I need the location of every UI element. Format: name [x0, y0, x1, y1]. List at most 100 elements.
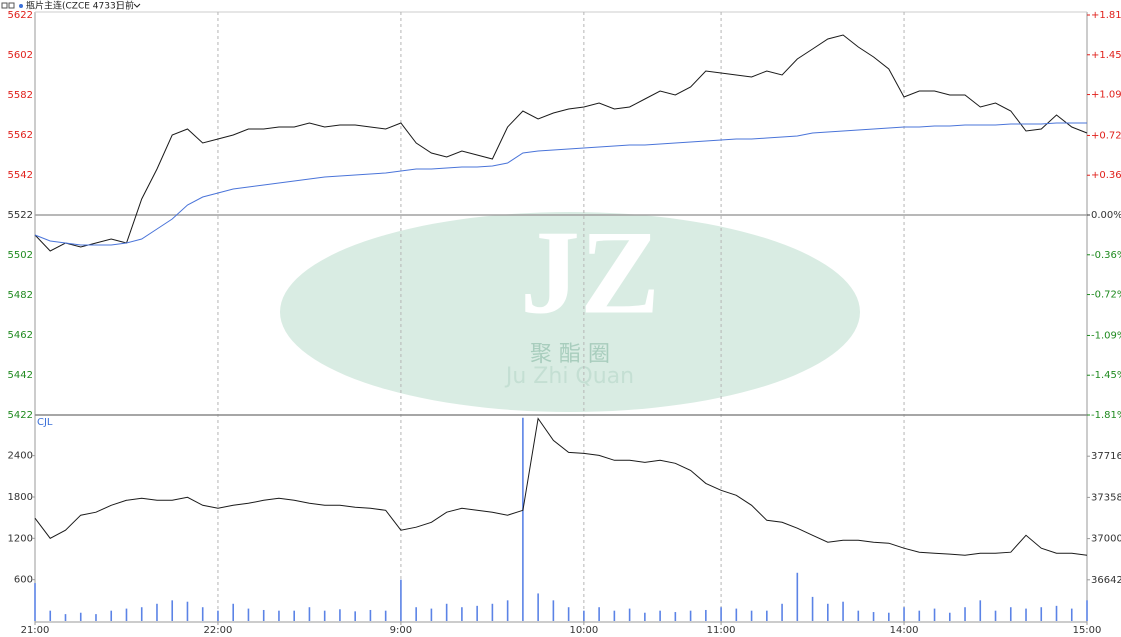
volume-bar: [811, 596, 814, 621]
y2-tick-label: 36642: [1091, 575, 1121, 586]
watermark-cn: 聚 酯 圈: [530, 342, 610, 367]
volume-bar: [156, 603, 158, 621]
volume-bar: [964, 607, 966, 621]
volume-bar: [79, 612, 82, 621]
volume-bar: [339, 609, 341, 621]
volume-bar: [140, 607, 143, 621]
y2-tick-label: -1.45%: [1091, 370, 1121, 381]
volume-bar: [34, 583, 36, 621]
y-tick-label: 5622: [8, 10, 33, 21]
volume-bar: [201, 607, 204, 621]
watermark-ellipse: [280, 212, 860, 412]
y2-tick-label: -0.72%: [1091, 290, 1121, 301]
volume-bar: [125, 608, 128, 621]
volume-bar: [415, 607, 417, 621]
volume-bar: [506, 600, 509, 621]
volume-bar: [1025, 608, 1027, 621]
dropdown-icon[interactable]: [133, 3, 141, 8]
price-line: [34, 122, 1087, 246]
volume-bar: [384, 610, 387, 621]
volume-bar: [247, 608, 250, 621]
y-tick-label: 1200: [8, 533, 33, 544]
volume-bar: [994, 610, 997, 621]
volume-bar: [857, 610, 860, 621]
volume-bar: [461, 607, 463, 621]
volume-bar: [430, 608, 433, 621]
volume-bar: [918, 610, 921, 621]
volume-bar: [232, 603, 235, 621]
volume-bar: [583, 610, 585, 621]
volume-bar: [598, 607, 600, 621]
volume-bar: [522, 417, 524, 621]
y2-tick-label: 37716: [1091, 451, 1121, 462]
y-tick-label: 5562: [8, 130, 33, 141]
x-tick-label: 21:00: [21, 625, 50, 636]
volume-bar: [537, 593, 539, 621]
volume-bar: [674, 612, 677, 621]
volume-bar: [705, 609, 707, 621]
y2-tick-label: 37358: [1091, 492, 1121, 503]
y-tick-label: 5582: [8, 90, 33, 101]
volume-bar: [628, 608, 631, 621]
watermark: JZ 聚 酯 圈 Ju Zhi Quan: [280, 206, 860, 412]
volume-bar: [644, 612, 646, 621]
x-tick-label: 9:00: [390, 625, 412, 636]
volume-bar: [689, 610, 692, 621]
y2-tick-label: +1.09%: [1091, 90, 1121, 101]
y-tick-label: 5502: [8, 250, 33, 261]
volume-bar: [948, 612, 951, 621]
volume-bar: [1009, 607, 1012, 621]
period[interactable]: 日前: [116, 0, 134, 12]
y2-tick-label: +0.36%: [1091, 170, 1121, 181]
volume-bar: [750, 610, 753, 621]
volume-bar: [171, 600, 174, 621]
y2-tick-label: -1.81%: [1091, 410, 1121, 421]
y2-tick-label: -1.09%: [1091, 330, 1121, 341]
icon: [1, 2, 8, 9]
volume-bar: [64, 614, 67, 621]
y2-tick-label: +1.45%: [1091, 50, 1121, 61]
volume-bar: [323, 610, 326, 621]
volume-bar: [293, 610, 295, 621]
volume-bar: [1086, 600, 1088, 621]
y-tick-label: 600: [14, 575, 33, 586]
volume-bar: [476, 605, 478, 621]
open-interest-line: [34, 417, 1088, 556]
volume-bar: [796, 572, 799, 621]
y-tick-label: 5542: [8, 170, 33, 181]
volume-bar: [720, 607, 722, 621]
symbol: 瓶片主连(CZCE 4733): [26, 0, 119, 12]
volume-bar: [827, 603, 829, 621]
volume-bar: [186, 601, 189, 621]
y-tick-label: 5602: [8, 50, 33, 61]
y-tick-label: 5462: [8, 330, 33, 341]
volume-bar: [400, 579, 402, 621]
y-tick-label: 1800: [8, 492, 33, 503]
volume-bar: [49, 610, 52, 621]
volume-bar: [552, 600, 555, 621]
volume-bar: [445, 603, 448, 621]
volume-bar: [354, 611, 356, 621]
volume-bar: [842, 601, 844, 621]
price-line: [34, 34, 1088, 252]
frame: [34, 11, 1088, 623]
volume-bar: [979, 600, 982, 621]
series-dot: [19, 4, 23, 8]
x-tick-label: 15:00: [1073, 625, 1102, 636]
y-tick-label: 5422: [8, 410, 33, 421]
icon: [8, 2, 15, 9]
x-tick-label: 14:00: [890, 625, 919, 636]
volume-bar: [308, 607, 311, 621]
y2-tick-label: +1.81%: [1091, 10, 1121, 21]
volume-bar: [1070, 608, 1073, 621]
volume-bar: [262, 609, 265, 621]
y2-tick-label: +0.72%: [1091, 130, 1121, 141]
volume-bar: [933, 608, 936, 621]
y-tick-label: 5482: [8, 290, 33, 301]
y-tick-label: 5522: [8, 210, 33, 221]
volume-bar: [567, 607, 570, 621]
y2-tick-label: 37000: [1091, 534, 1121, 545]
volume-bar: [903, 607, 905, 621]
